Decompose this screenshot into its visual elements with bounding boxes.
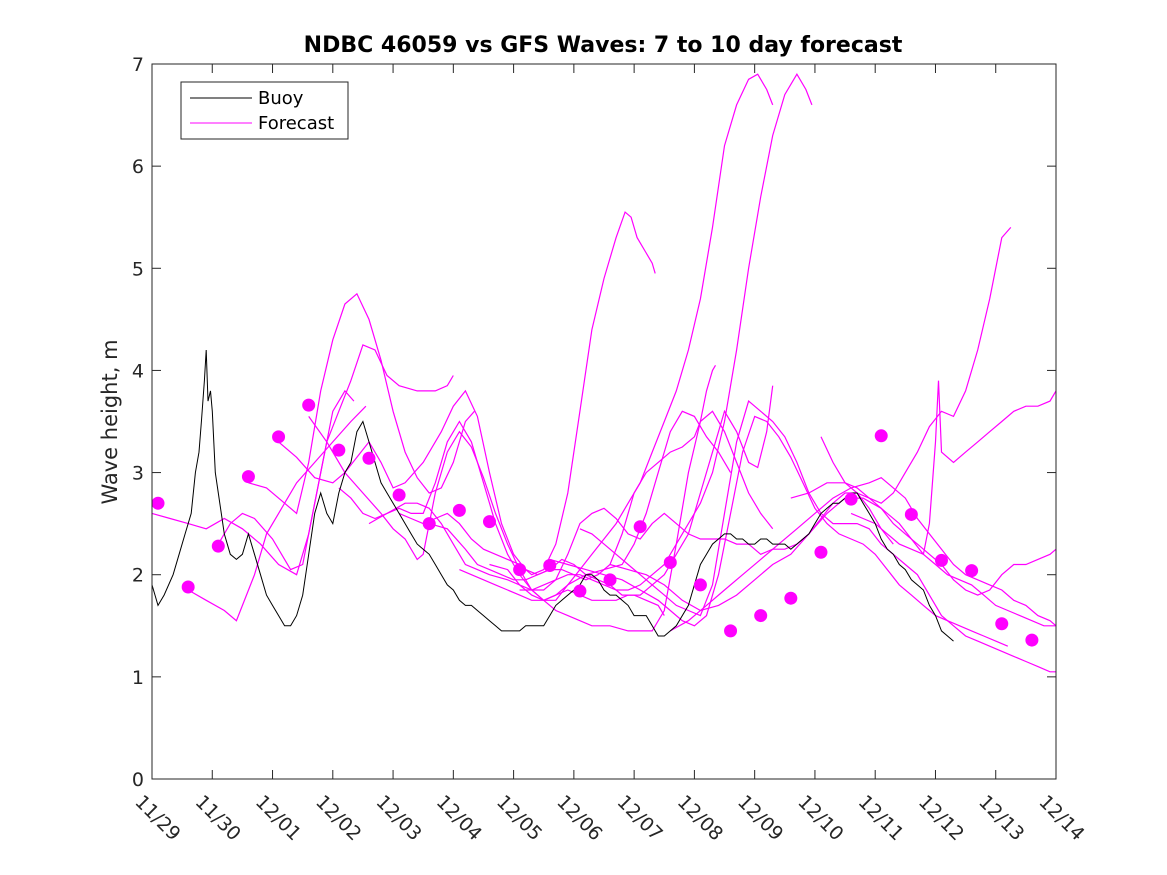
y-tick-label: 1 (132, 667, 144, 689)
forecast-marker-13 (513, 563, 527, 577)
forecast-marker-3 (211, 539, 225, 553)
forecast-marker-28 (965, 564, 979, 578)
forecast-marker-26 (904, 507, 918, 521)
y-tick-label: 7 (132, 54, 144, 76)
x-tick-label: 12/11 (854, 791, 908, 845)
forecast-marker-4 (241, 470, 255, 484)
forecast-line-2 (187, 405, 367, 622)
x-tick-label: 12/03 (372, 791, 426, 845)
x-tick-label: 12/14 (1034, 791, 1088, 845)
forecast-marker-7 (332, 443, 346, 457)
forecast-marker-30 (1025, 633, 1039, 647)
y-tick-label: 4 (132, 360, 144, 382)
y-tick-label: 2 (132, 565, 144, 587)
x-tick-label: 12/06 (552, 791, 606, 845)
y-tick-label: 6 (132, 156, 144, 178)
forecast-marker-20 (724, 624, 738, 638)
forecast-marker-12 (482, 515, 496, 529)
legend: Buoy Forecast (180, 81, 349, 140)
forecast-line-19 (820, 227, 1012, 504)
forecast-marker-14 (543, 559, 557, 573)
x-tick-label: 12/01 (251, 791, 305, 845)
legend-box (180, 81, 349, 140)
forecast-line-20 (850, 380, 1057, 556)
forecast-line-16 (609, 497, 1056, 627)
forecast-marker-2 (181, 580, 195, 594)
y-tick-label: 5 (132, 258, 144, 280)
x-tick-label: 12/08 (673, 791, 727, 845)
x-tick-label: 12/09 (733, 791, 787, 845)
x-tick-label: 12/10 (793, 791, 847, 845)
forecast-line-14 (549, 415, 1009, 647)
forecast-line-12 (489, 385, 774, 601)
x-tick-label: 12/02 (311, 791, 365, 845)
forecast-marker-11 (452, 503, 466, 517)
forecast-markers (151, 398, 1039, 647)
x-tick-label: 12/13 (974, 791, 1028, 845)
x-tick-label: 12/04 (432, 791, 486, 845)
forecast-marker-23 (814, 545, 828, 559)
forecast-line-4 (248, 292, 475, 515)
forecast-marker-25 (874, 429, 888, 443)
forecast-marker-29 (995, 617, 1009, 631)
forecast-line-17 (670, 477, 1057, 632)
y-axis-label: Wave height, m (98, 339, 122, 504)
forecast-marker-1 (151, 496, 165, 510)
forecast-line-9 (398, 211, 656, 576)
forecast-marker-18 (663, 555, 677, 569)
forecast-line-10 (429, 364, 717, 581)
forecast-line-1 (151, 389, 355, 576)
forecast-marker-9 (392, 488, 406, 502)
forecast-line-3 (217, 344, 454, 571)
legend-forecast-label: Forecast (258, 113, 334, 134)
y-axis: 0 1 2 3 4 5 6 7 (132, 54, 1056, 791)
forecast-marker-22 (784, 591, 798, 605)
x-tick-label: 11/29 (130, 791, 184, 845)
buoy-line (151, 349, 954, 642)
x-tick-label: 12/12 (914, 791, 968, 845)
chart-title: NDBC 46059 vs GFS Waves: 7 to 10 day for… (304, 33, 903, 58)
forecast-marker-27 (934, 553, 948, 567)
plot-area (151, 63, 1057, 780)
plot-background (152, 64, 1056, 779)
forecast-line-7 (338, 410, 774, 632)
forecast-marker-16 (603, 573, 617, 587)
forecast-line-13 (519, 73, 813, 591)
forecast-marker-21 (754, 609, 768, 623)
forecast-marker-24 (844, 492, 858, 506)
x-tick-label: 12/05 (492, 791, 546, 845)
y-tick-label: 3 (132, 463, 144, 485)
forecast-marker-15 (573, 584, 587, 598)
x-tick-label: 12/07 (613, 791, 667, 845)
forecast-marker-6 (302, 398, 316, 412)
forecast-line-11 (459, 73, 774, 601)
forecast-marker-17 (633, 520, 647, 534)
buoy-series (151, 349, 954, 642)
x-tick-label: 11/30 (191, 791, 245, 845)
plot-frame (151, 63, 1057, 780)
forecast-marker-19 (693, 578, 707, 592)
legend-buoy-label: Buoy (258, 88, 304, 109)
forecast-marker-10 (422, 517, 436, 531)
forecast-marker-5 (272, 430, 286, 444)
forecast-marker-8 (362, 451, 376, 465)
y-tick-label: 0 (132, 769, 144, 791)
